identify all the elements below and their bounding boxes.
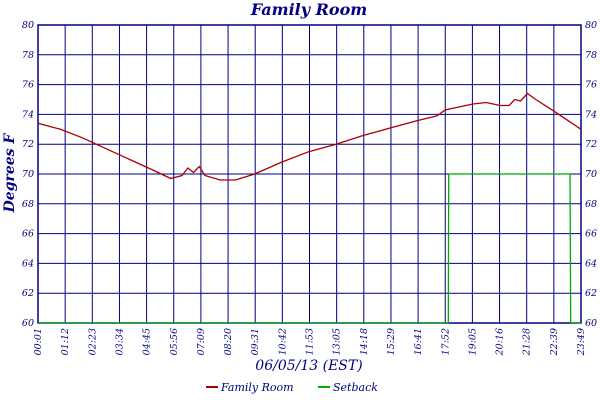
x-tick-label: 03:34 [114,328,125,355]
y-tick-label-right: 64 [585,258,597,269]
x-tick-label: 02:23 [87,328,98,355]
y-tick-label-left: 68 [22,199,34,210]
y-tick-label-right: 74 [585,109,597,120]
y-tick-label-right: 62 [585,288,597,299]
x-tick-label: 15:29 [386,328,397,355]
x-tick-label: 04:45 [142,328,153,355]
x-tick-label: 19:05 [467,328,478,355]
y-tick-label-right: 70 [585,169,597,180]
x-tick-label: 23:49 [576,328,587,356]
x-tick-label: 01:12 [60,328,71,355]
y-ticks: 60 62 64 66 68 70 72 74 76 78 80 60 62 64 66 68 70 72 74 76… [22,20,597,329]
x-tick-label: 20:16 [495,328,506,356]
y-tick-label-right: 76 [585,80,597,91]
y-tick-label-left: 74 [22,109,34,120]
x-tick-label: 08:20 [223,328,234,355]
y-tick-label-left: 78 [22,50,34,61]
y-tick-label-right: 66 [585,229,597,240]
legend-label: Family Room [220,381,294,394]
x-tick-label: 07:09 [196,328,207,355]
y-tick-label-left: 72 [22,139,34,150]
x-ticks: 00:01 01:12 02:23 03:34 04:45 05:56 07:09 08:20… [33,328,587,356]
y-tick-label-right: 68 [585,199,597,210]
x-tick-label: 11:53 [305,328,316,355]
y-tick-label-right: 60 [585,318,597,329]
y-tick-label-right: 78 [585,50,597,61]
legend: Family Room Setback [206,381,378,394]
series-lines [37,92,582,324]
chart-title: Family Room [250,0,367,19]
legend-label: Setback [333,381,378,394]
y-tick-label-left: 60 [22,318,34,329]
y-tick-label-left: 62 [22,288,34,299]
x-tick-label: 21:28 [522,328,533,356]
y-tick-label-left: 76 [22,80,34,91]
x-axis-label: 06/05/13 (EST) [255,358,362,374]
y-tick-label-right: 72 [585,139,597,150]
x-tick-label: 17:52 [440,328,451,355]
y-axis-label: Degrees F [2,133,18,214]
x-tick-label: 10:42 [277,328,288,355]
y-tick-label-right: 80 [585,20,597,31]
x-tick-label: 00:01 [33,328,44,355]
y-tick-label-left: 66 [22,229,34,240]
y-tick-label-left: 64 [22,258,34,269]
x-tick-label: 09:31 [250,328,261,355]
x-tick-label: 22:39 [549,328,560,356]
y-tick-label-left: 80 [22,20,34,31]
x-tick-label: 05:56 [169,328,180,355]
chart-grid [37,24,582,324]
x-tick-label: 16:41 [413,328,424,355]
y-tick-label-left: 70 [22,169,34,180]
x-tick-label: 13:05 [332,328,343,355]
series-line-setback [38,173,581,324]
x-tick-label: 14:18 [359,328,370,355]
series-line-family-room [37,92,582,181]
